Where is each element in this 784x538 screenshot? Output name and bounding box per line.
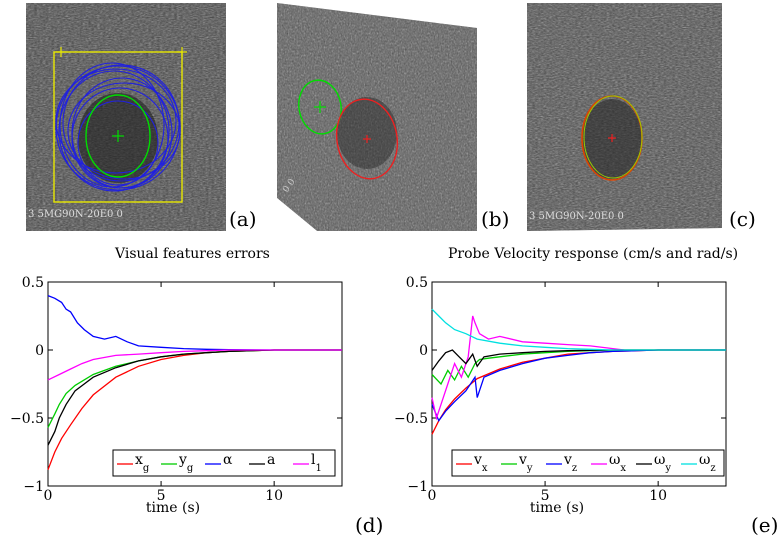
y-tick-label: −1 bbox=[23, 479, 44, 495]
x-tick-label: 10 bbox=[265, 488, 283, 504]
y-tick-label: 0 bbox=[419, 343, 428, 359]
panel-label-a: (a) bbox=[229, 207, 257, 231]
y-tick-label: 0.5 bbox=[406, 275, 428, 291]
series-line-w-z bbox=[431, 308, 726, 351]
legend-entry: vz bbox=[563, 452, 577, 474]
green-contour bbox=[298, 79, 342, 135]
legend-entry: l1 bbox=[311, 452, 322, 474]
y-tick-label: −1 bbox=[407, 479, 428, 495]
ultrasound-c-svg: 3 5MG90N-20E0 0 bbox=[527, 3, 722, 231]
legend: xg yg α a l1 bbox=[112, 449, 336, 477]
series-line-l1 bbox=[47, 349, 342, 381]
x-tick-label: 5 bbox=[157, 488, 166, 504]
x-axis-label: time (s) bbox=[530, 500, 584, 516]
ultrasound-image-a: 3 5MG90N-20E0 0 bbox=[26, 3, 226, 231]
panel-label-e: (e) bbox=[751, 513, 779, 537]
red-center-cross bbox=[363, 135, 371, 143]
y-tick-label: 0.5 bbox=[22, 275, 44, 291]
series-line-v-z bbox=[431, 349, 726, 423]
red-center-cross bbox=[608, 134, 616, 142]
legend-entry: ωz bbox=[699, 452, 716, 474]
x-tick-label: 10 bbox=[649, 488, 667, 504]
legend-entry: xg bbox=[135, 452, 150, 474]
chart-title-e: Probe Velocity response (cm/s and rad/s) bbox=[448, 246, 739, 262]
chart-visual-features-errors: 0 5 10 −1 −0.5 0 0.5 time (s) xg yg α a l1 bbox=[10, 275, 343, 516]
x-tick-label: 0 bbox=[44, 488, 53, 504]
y-tick-label: 0 bbox=[35, 343, 44, 359]
red-contour bbox=[335, 98, 399, 180]
legend-entry: ωx bbox=[609, 452, 626, 474]
legend-entry: vy bbox=[518, 452, 533, 474]
chart-probe-velocity-response: 0 5 10 −1 −0.5 0 0.5 time (s) vx vy vz ωx ωy ωz bbox=[394, 275, 727, 516]
series-line-a bbox=[47, 349, 342, 446]
image-imprint-c: 3 5MG90N-20E0 0 bbox=[529, 211, 624, 222]
legend-box bbox=[451, 449, 725, 477]
legend: vx vy vz ωx ωy ωz bbox=[451, 449, 725, 477]
legend-box bbox=[112, 449, 336, 477]
panel-label-d: (d) bbox=[355, 513, 384, 537]
legend-entry: yg bbox=[178, 452, 194, 474]
legend-entry: ωy bbox=[654, 452, 671, 474]
y-tick-label: −0.5 bbox=[394, 411, 428, 427]
yellow-bounding-box bbox=[53, 51, 183, 203]
series-line-w-y bbox=[431, 349, 726, 371]
green-contour bbox=[85, 94, 151, 178]
ultrasound-b-svg: 0 0 bbox=[277, 3, 477, 231]
x-tick-label: 5 bbox=[541, 488, 550, 504]
legend-entry: a bbox=[267, 452, 275, 468]
legend-entry: vx bbox=[473, 452, 488, 474]
panel-label-b: (b) bbox=[481, 207, 510, 231]
blue-contour-ellipses bbox=[55, 62, 181, 192]
legend-entry: α bbox=[223, 452, 233, 468]
series-line-alpha bbox=[47, 294, 342, 351]
image-imprint-a: 3 5MG90N-20E0 0 bbox=[28, 209, 123, 220]
x-tick-label: 0 bbox=[428, 488, 437, 504]
x-axis-label: time (s) bbox=[146, 500, 200, 516]
ultrasound-image-b: 0 0 bbox=[277, 3, 477, 231]
ultrasound-a-svg: 3 5MG90N-20E0 0 bbox=[26, 3, 226, 231]
chart-title-d: Visual features errors bbox=[115, 246, 270, 262]
dark-region bbox=[337, 97, 397, 169]
green-center-cross bbox=[112, 130, 124, 142]
y-tick-label: −0.5 bbox=[10, 411, 44, 427]
yellow-corner-crosses bbox=[56, 47, 187, 57]
green-center-cross bbox=[314, 101, 326, 113]
ultrasound-image-c: 3 5MG90N-20E0 0 bbox=[527, 3, 722, 231]
series-line-w-x bbox=[431, 315, 625, 421]
panel-label-c: (c) bbox=[729, 207, 756, 231]
green-contour bbox=[583, 95, 643, 179]
